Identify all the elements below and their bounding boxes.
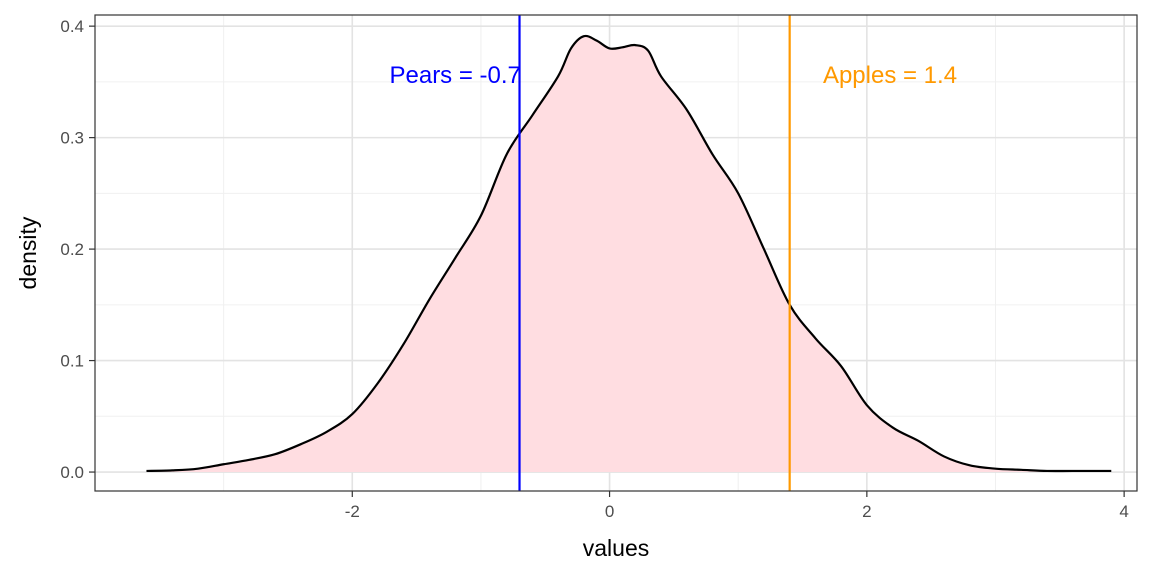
reference-lines (518, 15, 791, 491)
y-tick-label: 0.1 (60, 352, 84, 371)
density-line (146, 34, 1112, 473)
y-tick-label: 0.2 (60, 240, 84, 259)
y-tick-label: 0.3 (60, 129, 84, 148)
plot-border (94, 14, 1138, 492)
x-tick-label: 0 (605, 502, 614, 521)
x-tick-label: 2 (862, 502, 871, 521)
y-tick-label: 0.4 (60, 17, 84, 36)
x-axis: -2 0 2 4 (345, 491, 1129, 521)
density-area (146, 35, 1112, 473)
annotations: Pears = -0.7 Apples = 1.4 (389, 62, 957, 89)
y-axis-title: density (15, 216, 41, 289)
x-tick-label: -2 (345, 502, 360, 521)
x-tick-label: 4 (1119, 502, 1128, 521)
y-axis: 0.0 0.1 0.2 0.3 0.4 (60, 17, 95, 482)
annotation-label-0: Pears = -0.7 (389, 62, 520, 89)
y-tick-label: 0.0 (60, 463, 84, 482)
annotation-label-1: Apples = 1.4 (823, 62, 957, 89)
x-axis-title: values (583, 535, 649, 561)
